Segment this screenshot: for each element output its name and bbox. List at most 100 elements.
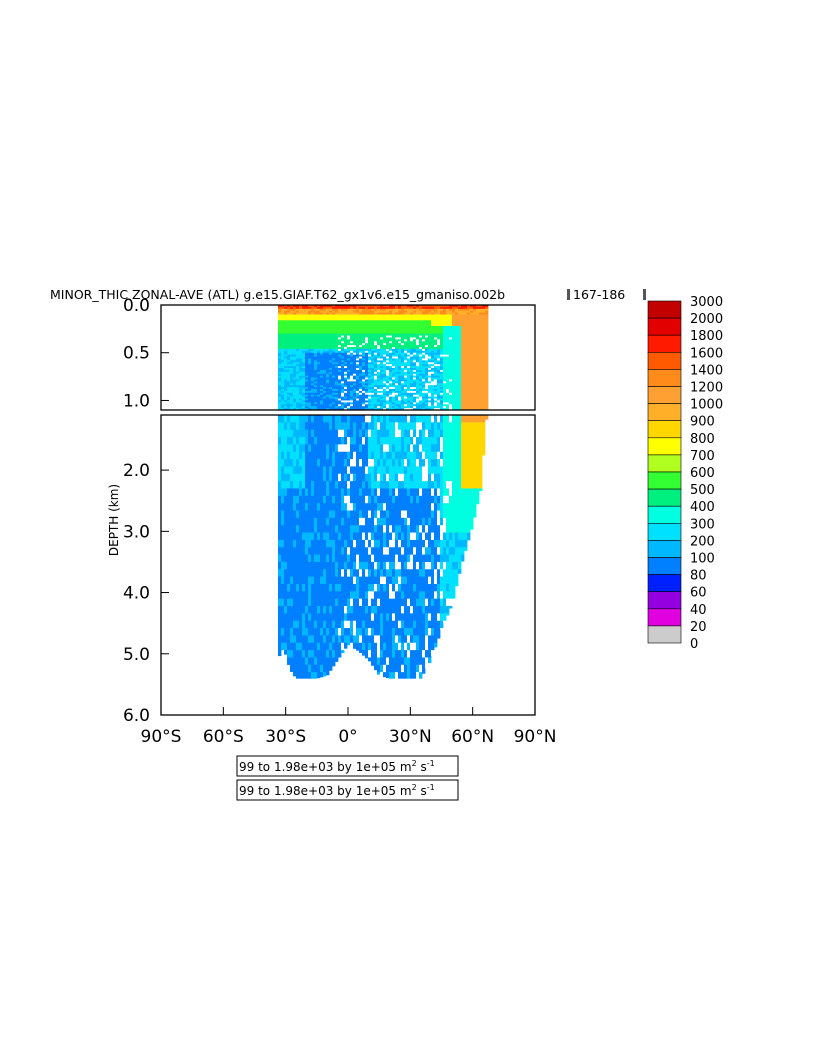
field-cell — [440, 390, 444, 394]
field-cell — [428, 377, 432, 380]
field-cell — [473, 394, 477, 398]
field-cell — [356, 406, 360, 409]
field-cell — [326, 356, 330, 359]
field-cell — [344, 308, 348, 312]
field-cell — [335, 316, 339, 319]
field-cell — [308, 347, 312, 350]
field-cell — [293, 583, 297, 592]
field-cell — [383, 381, 387, 384]
field-cell — [425, 373, 429, 377]
field-cell — [347, 396, 351, 399]
field-cell — [422, 348, 426, 352]
field-cell — [311, 356, 315, 359]
field-cell — [374, 385, 378, 388]
field-cell — [302, 408, 306, 410]
field-cell — [398, 369, 402, 373]
field-cell — [422, 358, 426, 361]
field-cell — [425, 364, 429, 367]
field-cell — [461, 368, 465, 371]
field-cell — [302, 525, 306, 533]
field-cell — [422, 335, 426, 338]
field-cell — [389, 354, 393, 357]
field-cell — [344, 379, 348, 382]
field-cell — [434, 347, 438, 350]
field-cell — [362, 320, 366, 323]
field-cell — [371, 368, 375, 371]
field-cell — [449, 400, 453, 403]
field-cell — [338, 503, 342, 511]
field-cell — [359, 350, 363, 354]
field-cell — [344, 373, 348, 377]
field-cell — [278, 305, 282, 308]
field-cell — [299, 350, 303, 354]
field-cell — [482, 305, 486, 308]
field-cell — [443, 362, 447, 365]
field-cell — [287, 400, 291, 403]
field-cell — [458, 356, 462, 359]
field-cell — [278, 406, 282, 409]
field-cell — [332, 525, 336, 533]
field-cell — [389, 404, 393, 407]
field-cell — [359, 369, 363, 373]
field-cell — [296, 628, 300, 636]
field-cell — [425, 335, 429, 338]
field-cell — [368, 394, 372, 398]
field-cell — [356, 387, 360, 390]
field-cell — [362, 316, 366, 319]
field-cell — [461, 354, 465, 357]
field-cell — [302, 329, 306, 333]
field-cell — [404, 371, 408, 375]
field-cell — [452, 398, 456, 401]
field-cell — [356, 547, 360, 555]
field-cell — [335, 459, 339, 467]
field-cell — [362, 373, 366, 377]
field-cell — [278, 360, 282, 363]
field-cell — [467, 369, 471, 373]
field-cell — [329, 381, 333, 384]
field-cell — [284, 400, 288, 403]
field-cell — [308, 356, 312, 359]
field-cell — [380, 387, 384, 390]
field-cell — [287, 392, 291, 396]
field-cell — [380, 368, 384, 371]
field-cell — [332, 444, 336, 453]
field-cell — [329, 308, 333, 312]
field-cell — [449, 358, 453, 361]
field-cell — [386, 402, 390, 405]
field-cell — [398, 305, 402, 308]
field-cell — [449, 308, 453, 312]
field-cell — [338, 459, 342, 467]
field-cell — [416, 339, 420, 342]
field-cell — [302, 327, 306, 331]
field-cell — [305, 451, 309, 460]
field-cell — [434, 385, 438, 388]
field-cell — [293, 327, 297, 331]
field-cell — [428, 389, 432, 392]
field-cell — [374, 422, 378, 431]
field-cell — [341, 408, 345, 410]
field-cell — [371, 525, 375, 533]
field-cell — [422, 310, 426, 314]
field-cell — [455, 320, 459, 323]
field-cell — [443, 348, 447, 352]
field-cell — [338, 327, 342, 331]
field-cell — [278, 415, 282, 423]
field-cell — [458, 312, 462, 315]
field-cell — [443, 306, 447, 310]
field-cell — [431, 347, 435, 350]
field-cell — [359, 547, 363, 555]
field-cell — [347, 360, 351, 363]
field-cell — [281, 466, 285, 475]
field-cell — [452, 347, 456, 350]
field-cell — [452, 333, 456, 336]
field-cell — [476, 350, 480, 354]
field-cell — [290, 398, 294, 401]
field-cell — [371, 406, 375, 409]
field-cell — [437, 322, 441, 325]
field-cell — [461, 371, 465, 375]
field-cell — [365, 613, 369, 622]
field-cell — [485, 396, 489, 399]
field-cell — [455, 314, 459, 317]
field-cell — [338, 628, 342, 636]
field-cell — [281, 354, 285, 357]
